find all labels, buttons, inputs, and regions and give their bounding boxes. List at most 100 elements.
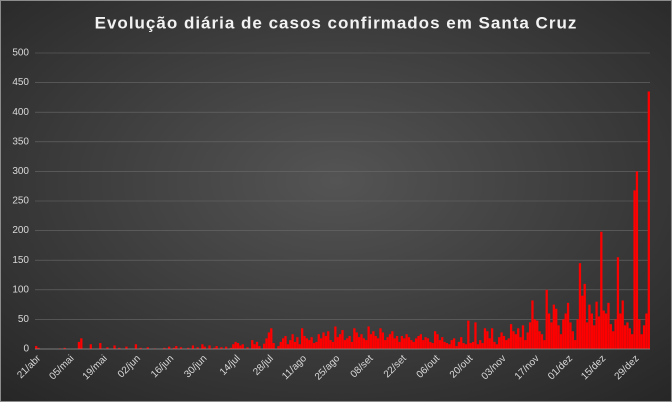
bar bbox=[355, 332, 358, 349]
bar bbox=[571, 331, 574, 349]
y-tick-label: 50 bbox=[18, 314, 30, 325]
bar bbox=[612, 331, 615, 349]
bar bbox=[626, 322, 629, 349]
bar bbox=[310, 337, 313, 349]
bar bbox=[319, 338, 323, 349]
bar bbox=[628, 328, 631, 349]
bar bbox=[623, 325, 627, 349]
bar bbox=[37, 347, 40, 349]
bar bbox=[386, 337, 389, 349]
bar bbox=[391, 331, 394, 349]
bar bbox=[550, 322, 553, 349]
bar bbox=[441, 337, 444, 349]
bar bbox=[187, 347, 190, 349]
bar bbox=[291, 334, 294, 349]
bar bbox=[317, 334, 320, 349]
y-tick-label: 200 bbox=[12, 225, 29, 236]
bar bbox=[362, 338, 366, 349]
bar bbox=[225, 346, 228, 349]
bar bbox=[526, 332, 529, 349]
bar bbox=[635, 171, 639, 349]
y-tick-label: 0 bbox=[23, 344, 29, 355]
bar bbox=[232, 344, 235, 349]
bar bbox=[365, 340, 368, 349]
bar bbox=[113, 345, 116, 349]
bar bbox=[607, 302, 610, 349]
bar bbox=[438, 340, 441, 349]
bar bbox=[642, 325, 646, 349]
bar bbox=[331, 341, 335, 349]
bar bbox=[524, 340, 527, 349]
bar bbox=[196, 347, 199, 349]
bar bbox=[512, 331, 515, 349]
bar bbox=[246, 347, 249, 349]
bar bbox=[536, 320, 539, 349]
bar bbox=[640, 334, 643, 349]
bar bbox=[422, 340, 425, 349]
bar bbox=[293, 341, 297, 349]
bar bbox=[305, 338, 309, 349]
bar bbox=[426, 338, 430, 349]
bar bbox=[609, 324, 612, 349]
bar bbox=[125, 346, 128, 349]
bar bbox=[564, 313, 567, 349]
bar bbox=[134, 344, 138, 349]
bar bbox=[569, 322, 572, 349]
bar bbox=[381, 332, 385, 349]
bar bbox=[289, 340, 292, 349]
bar bbox=[509, 324, 513, 349]
bar bbox=[533, 319, 536, 349]
bar bbox=[296, 337, 299, 349]
bar bbox=[490, 328, 494, 349]
bar bbox=[595, 301, 598, 349]
bar bbox=[338, 334, 342, 349]
bar bbox=[191, 345, 195, 349]
bar bbox=[229, 347, 233, 349]
bar bbox=[547, 313, 551, 349]
bar bbox=[334, 326, 337, 349]
bar bbox=[258, 346, 261, 349]
bar bbox=[460, 337, 463, 349]
bar bbox=[272, 343, 275, 349]
bar bbox=[201, 344, 204, 349]
bar bbox=[357, 337, 361, 349]
bar bbox=[581, 295, 584, 349]
bar bbox=[270, 328, 273, 349]
bar bbox=[414, 338, 418, 349]
bar bbox=[279, 341, 282, 349]
bar bbox=[118, 347, 121, 349]
bar bbox=[203, 346, 206, 349]
bar bbox=[600, 231, 603, 349]
bar bbox=[215, 346, 218, 349]
bar bbox=[35, 346, 38, 349]
bar bbox=[481, 343, 484, 349]
bar bbox=[445, 343, 449, 349]
bar bbox=[645, 313, 648, 349]
bar bbox=[557, 325, 560, 349]
bar bbox=[139, 347, 142, 349]
bar bbox=[467, 320, 470, 349]
bar bbox=[343, 340, 347, 349]
bar bbox=[469, 343, 472, 349]
bar bbox=[604, 313, 608, 349]
bar bbox=[552, 304, 555, 349]
bar bbox=[588, 304, 591, 349]
bar bbox=[540, 334, 544, 349]
bar bbox=[433, 331, 437, 349]
bar bbox=[462, 343, 465, 349]
bar bbox=[498, 337, 501, 349]
y-tick-label: 150 bbox=[12, 255, 29, 266]
bar bbox=[585, 322, 589, 349]
bar bbox=[419, 334, 422, 349]
bar bbox=[327, 331, 330, 349]
bar bbox=[234, 341, 237, 349]
bar bbox=[479, 340, 482, 349]
bar bbox=[519, 337, 522, 349]
bar bbox=[616, 257, 620, 349]
bar bbox=[457, 341, 460, 349]
bar bbox=[168, 346, 171, 349]
bar bbox=[253, 344, 256, 349]
bar bbox=[507, 338, 510, 349]
bar bbox=[241, 344, 244, 349]
